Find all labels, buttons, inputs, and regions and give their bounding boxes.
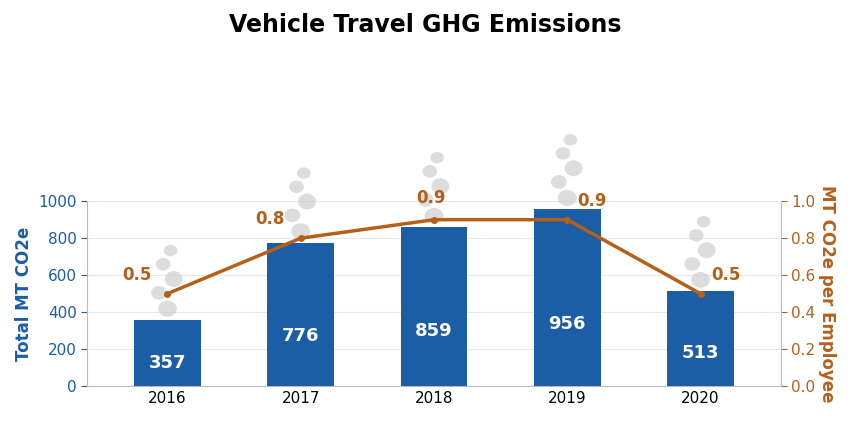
Ellipse shape	[697, 216, 711, 227]
Bar	[267, 242, 334, 386]
Ellipse shape	[689, 229, 704, 242]
Ellipse shape	[297, 167, 311, 179]
Y-axis label: Total MT CO2e: Total MT CO2e	[15, 226, 33, 361]
Ellipse shape	[431, 178, 449, 194]
Text: 0.5: 0.5	[711, 266, 740, 284]
Ellipse shape	[556, 147, 570, 160]
Ellipse shape	[684, 257, 700, 271]
Text: 513: 513	[682, 344, 719, 362]
Ellipse shape	[158, 301, 177, 317]
Ellipse shape	[551, 175, 567, 189]
Ellipse shape	[425, 208, 443, 224]
Ellipse shape	[557, 190, 577, 206]
Text: 0.9: 0.9	[578, 192, 607, 210]
Bar	[667, 291, 734, 386]
Text: 956: 956	[549, 315, 586, 333]
Ellipse shape	[289, 181, 304, 193]
Ellipse shape	[422, 165, 437, 178]
Text: Vehicle Travel GHG Emissions: Vehicle Travel GHG Emissions	[229, 13, 622, 37]
Text: 0.5: 0.5	[123, 266, 151, 284]
Bar	[134, 320, 201, 386]
Ellipse shape	[284, 208, 300, 222]
Ellipse shape	[564, 160, 582, 176]
Ellipse shape	[431, 152, 444, 163]
Text: 776: 776	[282, 327, 319, 345]
Ellipse shape	[151, 286, 167, 300]
Ellipse shape	[698, 242, 716, 258]
Ellipse shape	[165, 271, 183, 287]
Text: 859: 859	[415, 322, 453, 340]
Bar	[534, 209, 601, 386]
Ellipse shape	[418, 193, 433, 207]
Ellipse shape	[291, 223, 310, 239]
Ellipse shape	[298, 194, 316, 210]
Text: 0.9: 0.9	[416, 189, 446, 207]
Bar	[401, 227, 467, 386]
Text: 0.8: 0.8	[255, 210, 285, 228]
Ellipse shape	[163, 245, 177, 256]
Y-axis label: MT CO2e per Employee: MT CO2e per Employee	[818, 185, 836, 402]
Ellipse shape	[156, 258, 170, 270]
Ellipse shape	[691, 272, 710, 288]
Ellipse shape	[563, 134, 577, 145]
Text: 357: 357	[149, 354, 186, 372]
